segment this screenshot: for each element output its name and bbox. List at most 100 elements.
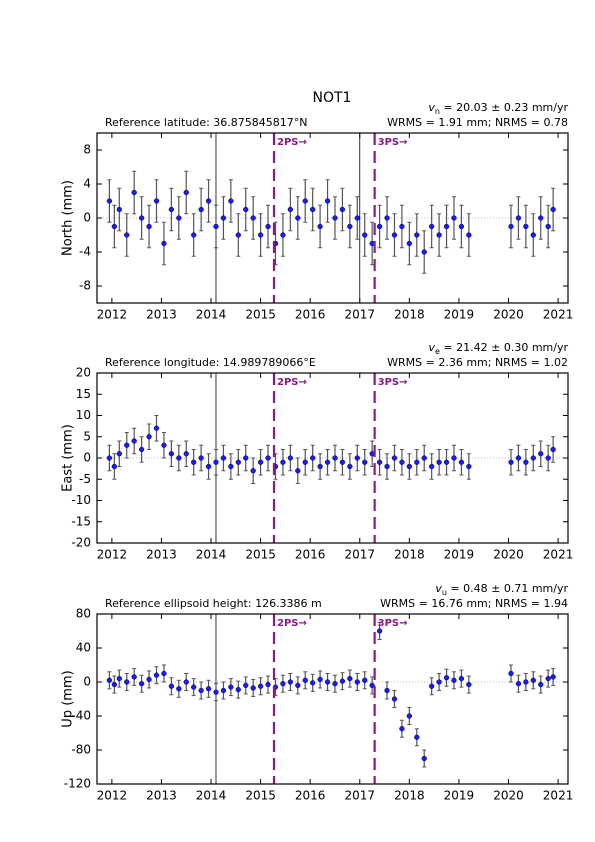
- data-point: [538, 681, 544, 688]
- data-point: [302, 459, 308, 465]
- data-point: [391, 455, 398, 461]
- data-point: [354, 679, 360, 685]
- x-tick-label: 2018: [394, 308, 425, 322]
- data-point: [310, 206, 316, 213]
- data-point: [399, 223, 405, 230]
- x-tick-label: 2016: [295, 308, 326, 322]
- data-point: [191, 232, 197, 238]
- data-point: [347, 223, 353, 230]
- data-point: [280, 681, 286, 687]
- y-tick-label: -40: [71, 709, 91, 723]
- data-point: [538, 451, 544, 457]
- data-point: [176, 215, 182, 221]
- rate-symbol: v: [428, 101, 435, 114]
- data-point: [161, 442, 167, 448]
- rate-text: = 0.48 ± 0.71 mm/yr: [447, 582, 569, 595]
- data-point: [458, 223, 465, 230]
- x-tick-label: 2020: [493, 789, 524, 803]
- data-point: [176, 455, 182, 461]
- data-point: [339, 678, 346, 684]
- data-point: [429, 223, 435, 230]
- data-point: [287, 206, 294, 213]
- y-tick-label: -5: [79, 472, 91, 486]
- x-tick-label: 2014: [196, 548, 227, 562]
- data-point: [131, 438, 137, 444]
- event-label: 3PS→: [378, 377, 408, 388]
- data-point: [287, 455, 294, 461]
- x-tick-label: 2013: [146, 548, 177, 562]
- data-point: [550, 206, 556, 213]
- data-point: [458, 675, 465, 682]
- x-tick-label: 2021: [543, 548, 574, 562]
- data-point: [220, 687, 227, 694]
- data-point: [153, 425, 160, 431]
- data-point: [451, 677, 457, 683]
- data-point: [198, 687, 204, 694]
- data-point: [414, 459, 420, 465]
- data-point: [302, 198, 308, 204]
- data-point: [384, 463, 390, 470]
- data-point: [523, 459, 529, 465]
- data-point: [198, 206, 204, 213]
- data-point: [508, 670, 514, 677]
- data-point: [317, 676, 323, 683]
- data-point: [146, 223, 152, 230]
- data-point: [550, 674, 556, 680]
- data-point: [146, 434, 152, 440]
- data-point: [317, 223, 323, 230]
- data-point: [111, 463, 118, 470]
- rate-symbol: v: [435, 582, 442, 595]
- data-point: [362, 459, 368, 465]
- data-point: [324, 679, 331, 685]
- data-point: [213, 689, 219, 695]
- data-point: [213, 459, 219, 465]
- data-point: [228, 684, 234, 690]
- plot-frame: [96, 372, 569, 544]
- data-point: [458, 459, 465, 465]
- data-point: [138, 681, 145, 687]
- data-point: [265, 455, 271, 461]
- data-point: [354, 455, 360, 461]
- data-point: [508, 223, 514, 230]
- y-tick-label: -120: [64, 777, 91, 791]
- data-point: [339, 459, 346, 465]
- data-point: [287, 679, 294, 685]
- data-point: [265, 681, 271, 688]
- data-point: [198, 455, 204, 461]
- data-point: [235, 232, 241, 238]
- reference-label: Reference ellipsoid height: 126.3386 m: [105, 597, 322, 610]
- data-point: [376, 459, 383, 465]
- wrms-label: WRMS = 2.36 mm; NRMS = 1.02: [387, 356, 568, 369]
- data-point: [243, 455, 249, 461]
- x-tick-label: 2016: [295, 548, 326, 562]
- data-point: [191, 684, 197, 690]
- x-tick-label: 2015: [245, 789, 276, 803]
- data-point: [324, 198, 331, 204]
- data-point: [421, 455, 427, 461]
- data-point: [205, 198, 212, 204]
- data-point: [138, 446, 145, 453]
- data-point: [391, 696, 398, 702]
- rate-symbol: v: [428, 341, 435, 354]
- data-point: [466, 681, 472, 688]
- data-point: [124, 679, 130, 685]
- y-tick-label: 10: [76, 408, 91, 422]
- data-point: [295, 682, 301, 689]
- data-point: [384, 215, 390, 221]
- data-point: [183, 189, 189, 196]
- data-point: [153, 198, 160, 204]
- data-point: [466, 463, 472, 470]
- data-point: [116, 451, 122, 457]
- x-tick-label: 2014: [196, 308, 227, 322]
- rate-text: = 21.42 ± 0.30 mm/yr: [440, 341, 569, 354]
- data-point: [310, 680, 316, 686]
- y-tick-label: -20: [71, 536, 91, 550]
- data-point: [295, 468, 301, 474]
- data-point: [545, 455, 551, 461]
- data-point: [213, 223, 219, 230]
- data-point: [124, 232, 130, 238]
- data-point: [124, 442, 130, 448]
- x-tick-label: 2015: [245, 548, 276, 562]
